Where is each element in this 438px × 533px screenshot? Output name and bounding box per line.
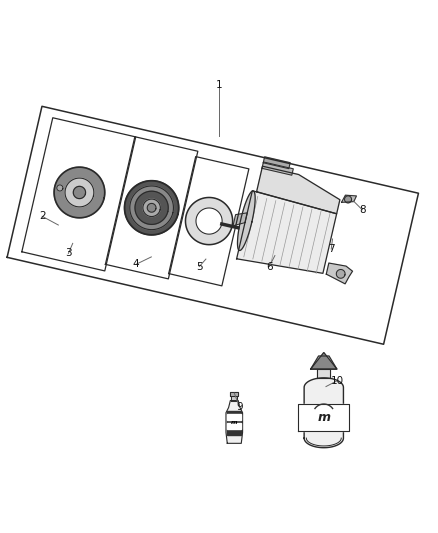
Polygon shape xyxy=(54,167,105,218)
Polygon shape xyxy=(185,198,233,245)
Polygon shape xyxy=(130,186,173,230)
Polygon shape xyxy=(147,204,156,212)
Polygon shape xyxy=(336,270,345,278)
Text: 3: 3 xyxy=(65,248,72,259)
Polygon shape xyxy=(135,191,168,224)
Text: 4: 4 xyxy=(133,260,139,269)
Polygon shape xyxy=(233,213,247,225)
Polygon shape xyxy=(237,191,255,251)
Text: m: m xyxy=(231,420,237,425)
Text: 10: 10 xyxy=(330,376,343,386)
Polygon shape xyxy=(73,187,85,199)
Polygon shape xyxy=(237,191,337,273)
Polygon shape xyxy=(298,404,349,431)
Text: 7: 7 xyxy=(328,244,335,254)
Polygon shape xyxy=(230,392,238,396)
Text: 9: 9 xyxy=(236,402,243,412)
Polygon shape xyxy=(311,356,337,369)
Polygon shape xyxy=(311,352,337,369)
Polygon shape xyxy=(262,162,293,175)
Polygon shape xyxy=(231,396,237,400)
Polygon shape xyxy=(317,369,330,378)
Polygon shape xyxy=(304,378,343,448)
Text: 6: 6 xyxy=(266,262,272,271)
Polygon shape xyxy=(65,178,94,207)
Polygon shape xyxy=(257,166,340,214)
Text: 5: 5 xyxy=(196,262,203,271)
Text: 2: 2 xyxy=(39,211,46,221)
Text: 1: 1 xyxy=(215,80,223,90)
Polygon shape xyxy=(227,410,241,434)
Polygon shape xyxy=(227,423,241,430)
Polygon shape xyxy=(263,157,290,168)
Polygon shape xyxy=(196,208,222,234)
Polygon shape xyxy=(143,199,160,216)
Polygon shape xyxy=(57,185,63,191)
Polygon shape xyxy=(342,195,357,203)
Polygon shape xyxy=(326,263,353,284)
Polygon shape xyxy=(124,181,179,235)
Polygon shape xyxy=(226,400,243,443)
Text: 8: 8 xyxy=(359,205,366,215)
Polygon shape xyxy=(227,414,241,420)
Text: m: m xyxy=(317,411,330,424)
Polygon shape xyxy=(345,196,352,203)
